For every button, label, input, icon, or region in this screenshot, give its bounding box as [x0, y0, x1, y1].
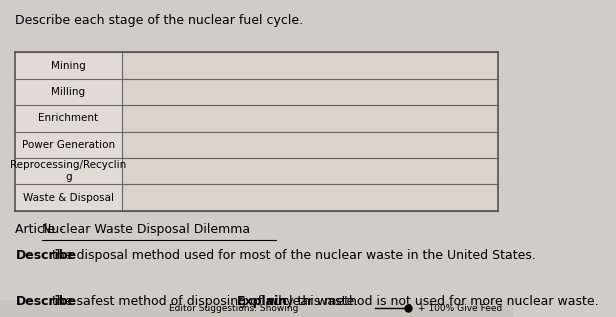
- Text: Reprocessing/Recyclin
g: Reprocessing/Recyclin g: [10, 160, 127, 182]
- Text: why this method is not used for more nuclear waste.: why this method is not used for more nuc…: [264, 295, 599, 308]
- Text: Nuclear Waste Disposal Dilemma: Nuclear Waste Disposal Dilemma: [42, 223, 250, 236]
- FancyBboxPatch shape: [121, 52, 498, 211]
- Text: Mining: Mining: [51, 61, 86, 70]
- Text: Power Generation: Power Generation: [22, 140, 115, 150]
- Text: Enrichment: Enrichment: [38, 113, 99, 123]
- Text: Article -: Article -: [15, 223, 68, 236]
- Text: Editor Suggestions: Showing: Editor Suggestions: Showing: [169, 304, 299, 313]
- Text: the safest method of disposing of nuclear waste.: the safest method of disposing of nuclea…: [48, 295, 362, 308]
- Text: Describe each stage of the nuclear fuel cycle.: Describe each stage of the nuclear fuel …: [15, 14, 304, 27]
- Text: + 100% Give Feed: + 100% Give Feed: [418, 304, 503, 313]
- Text: Describe: Describe: [15, 295, 76, 308]
- FancyBboxPatch shape: [0, 300, 513, 317]
- Text: the disposal method used for most of the nuclear waste in the United States.: the disposal method used for most of the…: [48, 249, 536, 262]
- Text: Milling: Milling: [51, 87, 86, 97]
- Text: Describe: Describe: [15, 249, 76, 262]
- FancyBboxPatch shape: [15, 52, 121, 211]
- Text: Waste & Disposal: Waste & Disposal: [23, 193, 114, 203]
- Text: Explain: Explain: [237, 295, 288, 308]
